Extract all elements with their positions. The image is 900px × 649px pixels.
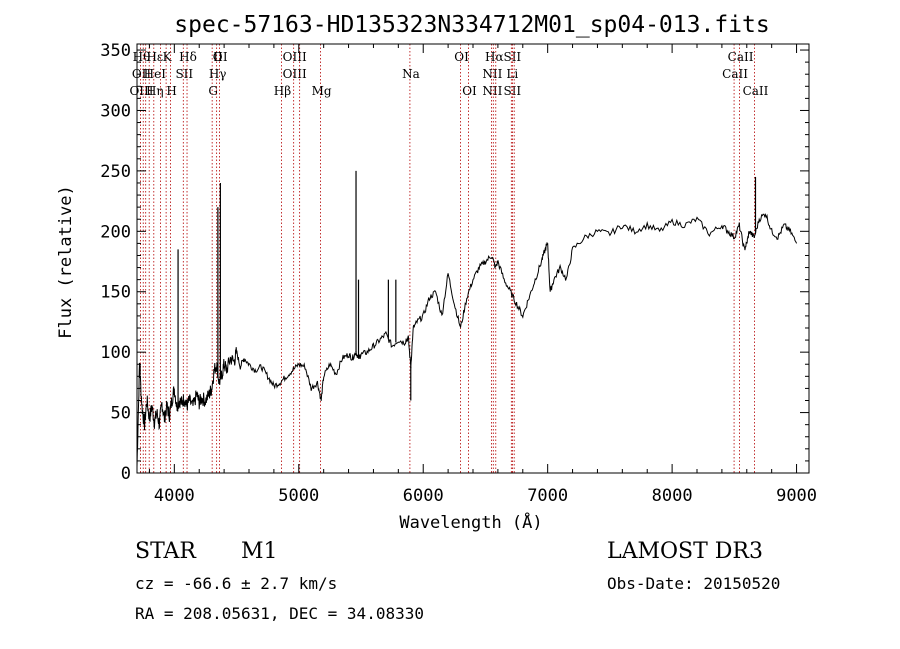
x-tick-label: 7000 bbox=[527, 486, 568, 506]
y-tick-label: 150 bbox=[100, 283, 131, 303]
line-label: Hβ bbox=[274, 84, 291, 98]
line-label: SII bbox=[175, 67, 193, 81]
line-label: OI bbox=[454, 50, 469, 64]
obs-date: Obs-Date: 20150520 bbox=[607, 574, 781, 593]
line-label: Hα bbox=[485, 50, 504, 64]
line-label: Hη bbox=[146, 84, 164, 98]
line-label: NII bbox=[482, 84, 502, 98]
line-label: HeI bbox=[144, 67, 167, 81]
line-label: Li bbox=[506, 67, 518, 81]
x-tick-label: 4000 bbox=[154, 486, 195, 506]
redshift: cz = -66.6 ± 2.7 km/s bbox=[135, 574, 338, 593]
line-label: III bbox=[213, 50, 227, 64]
line-label: G bbox=[208, 84, 218, 98]
line-label: O bbox=[213, 50, 223, 64]
x-tick-label: 8000 bbox=[652, 486, 693, 506]
object-class: STAR bbox=[135, 539, 196, 564]
y-axis: 0 50 100 150 200 250 300 350 bbox=[100, 41, 809, 484]
spectrum-line bbox=[136, 212, 798, 468]
subclass: M1 bbox=[241, 539, 278, 564]
line-label: SII bbox=[503, 50, 521, 64]
line-label: OIII bbox=[129, 84, 153, 98]
line-label: Hγ bbox=[209, 67, 227, 81]
line-label: CaII bbox=[743, 84, 769, 98]
chart-title: spec-57163-HD135323N334712M01_sp04-013.f… bbox=[174, 12, 769, 38]
y-axis-label: Flux (relative) bbox=[56, 185, 76, 339]
x-axis: 4000 5000 6000 7000 8000 9000 bbox=[148, 44, 817, 506]
x-tick-label: 5000 bbox=[278, 486, 319, 506]
line-label: OI bbox=[462, 84, 477, 98]
line-label: CaII bbox=[728, 50, 754, 64]
line-label: OIII bbox=[283, 50, 307, 64]
line-label: Hδ bbox=[179, 50, 197, 64]
y-tick-label: 0 bbox=[121, 464, 131, 484]
line-markers: HθOIIOIIIHεHeIHηKHSIIHδGOHγIIIHβOIIIOIII… bbox=[129, 44, 769, 473]
plot-frame bbox=[136, 43, 810, 474]
survey-name: LAMOST DR3 bbox=[607, 539, 763, 564]
line-label: NII bbox=[482, 67, 502, 81]
x-tick-label: 9000 bbox=[776, 486, 817, 506]
x-axis-label: Wavelength (Å) bbox=[399, 511, 542, 533]
line-label: Hε bbox=[146, 50, 163, 64]
coordinates: RA = 208.05631, DEC = 34.08330 bbox=[135, 604, 424, 623]
x-tick-label: 6000 bbox=[403, 486, 444, 506]
y-tick-label: 250 bbox=[100, 162, 131, 182]
line-label: H bbox=[166, 84, 176, 98]
y-tick-label: 300 bbox=[100, 101, 131, 121]
line-label: OIII bbox=[283, 67, 307, 81]
y-tick-label: 100 bbox=[100, 343, 131, 363]
line-label: CaII bbox=[722, 67, 748, 81]
line-label: Na bbox=[402, 67, 420, 81]
line-label: K bbox=[163, 50, 173, 64]
y-tick-label: 350 bbox=[100, 41, 131, 61]
spectrum-series bbox=[136, 170, 798, 468]
y-tick-label: 50 bbox=[111, 404, 131, 424]
line-label: Mg bbox=[312, 84, 332, 98]
y-tick-label: 200 bbox=[100, 222, 131, 242]
